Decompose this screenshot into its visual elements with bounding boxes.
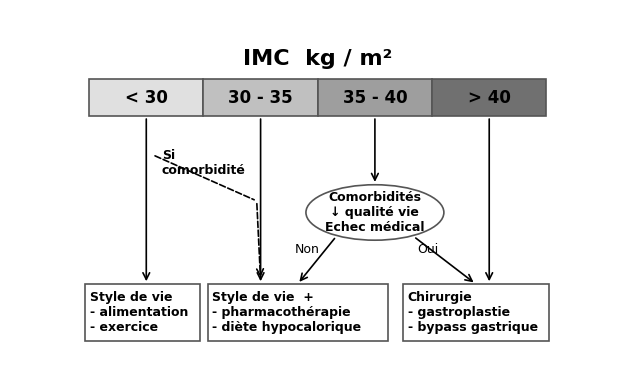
Text: < 30: < 30 [125,89,168,107]
Text: Oui: Oui [417,242,439,255]
Bar [432,79,546,116]
Text: > 40: > 40 [467,89,511,107]
Text: Style de vie
- alimentation
- exercice: Style de vie - alimentation - exercice [90,291,188,334]
Bar [89,79,203,116]
Text: IMC  kg / m²: IMC kg / m² [243,49,392,69]
Text: 30 - 35: 30 - 35 [228,89,293,107]
Text: Style de vie  +
- pharmacothérapie
- diète hypocalorique: Style de vie + - pharmacothérapie - dièt… [212,291,361,334]
Bar [208,284,388,341]
Text: Si
comorbidité: Si comorbidité [162,149,246,177]
Text: Chirurgie
- gastroplastie
- bypass gastrique: Chirurgie - gastroplastie - bypass gastr… [408,291,538,334]
Text: 35 - 40: 35 - 40 [343,89,407,107]
Text: Non: Non [294,242,319,255]
Bar [203,79,317,116]
Bar [86,284,200,341]
Ellipse shape [306,185,444,240]
Bar [317,79,432,116]
Bar [403,284,549,341]
Text: Comorbidités
↓ qualité vie
Echec médical: Comorbidités ↓ qualité vie Echec médical [325,191,425,234]
